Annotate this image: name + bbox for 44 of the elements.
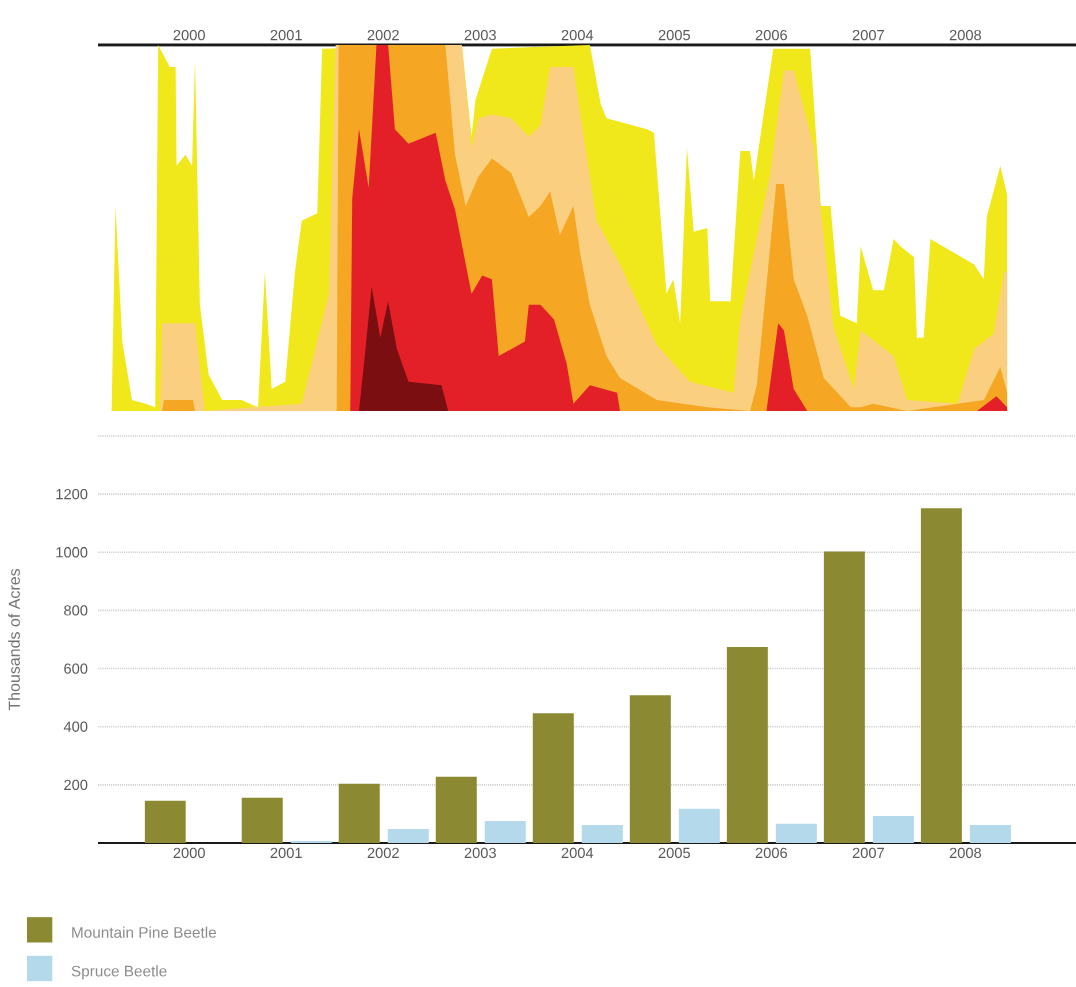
bar xyxy=(581,824,623,843)
x-tick-label: 2003 xyxy=(464,847,496,859)
bar xyxy=(290,840,332,843)
x-tick-label: 2004 xyxy=(561,847,594,859)
bar xyxy=(678,808,720,843)
x-tick-label: 2000 xyxy=(173,29,205,41)
legend-label: Spruce Beetle xyxy=(71,965,167,980)
x-tick-label: 2000 xyxy=(173,847,205,859)
x-tick-label: 2006 xyxy=(755,29,787,41)
bar xyxy=(144,800,186,843)
bar xyxy=(969,824,1011,843)
x-tick-label: 2007 xyxy=(852,29,884,41)
x-tick-label: 2001 xyxy=(270,29,302,41)
legend-label: Mountain Pine Beetle xyxy=(72,926,217,938)
y-axis-title: Thousands of Acres xyxy=(8,568,20,711)
x-tick-label: 2004 xyxy=(561,29,594,41)
bar xyxy=(338,783,380,843)
x-tick-label: 2002 xyxy=(367,847,399,859)
y-tick-label: 200 xyxy=(64,779,88,791)
bar xyxy=(823,551,865,843)
bar xyxy=(920,508,962,843)
x-tick-label: 2008 xyxy=(949,847,982,859)
x-tick-label: 2003 xyxy=(464,29,496,41)
y-tick-label: 600 xyxy=(64,663,88,674)
y-tick-label: 400 xyxy=(63,721,88,732)
x-tick-label: 2008 xyxy=(949,29,982,41)
x-tick-label: 2001 xyxy=(270,847,302,859)
bar xyxy=(241,797,283,843)
bar xyxy=(775,823,817,843)
x-tick-label: 2005 xyxy=(658,29,690,41)
y-tick-label: 800 xyxy=(64,605,88,616)
x-tick-label: 2005 xyxy=(658,847,690,859)
y-tick-label: 1200 xyxy=(56,488,88,500)
bar xyxy=(629,695,671,843)
y-tick-label: 1000 xyxy=(56,547,88,558)
bar xyxy=(532,713,574,843)
x-tick-label: 2006 xyxy=(755,847,787,859)
x-tick-label: 2002 xyxy=(367,29,399,41)
bar xyxy=(387,829,429,843)
bar xyxy=(726,647,768,843)
bar xyxy=(872,815,914,843)
bar xyxy=(484,820,526,843)
x-tick-label: 2007 xyxy=(852,847,884,859)
bar xyxy=(435,776,477,843)
